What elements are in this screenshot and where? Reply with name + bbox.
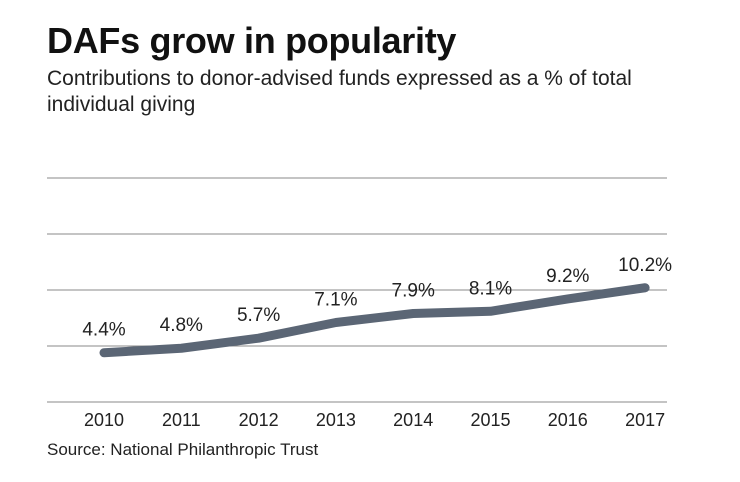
data-label: 10.2% <box>618 255 672 276</box>
line-chart: 4.4% 4.8% 5.7%7.1% 7.9% 8.1%9.2%10.2% 2010 20… <box>47 177 672 430</box>
x-tick-label: 2016 <box>548 410 588 430</box>
gridlines <box>47 177 667 403</box>
x-tick-label: 2010 <box>84 410 124 430</box>
x-tick-label: 2015 <box>470 410 510 430</box>
data-labels: 4.4% 4.8% 5.7% 7.1% 7.9% 8.1% 9.2% 10.2% <box>82 255 672 341</box>
x-tick-label: 2013 <box>316 410 356 430</box>
data-label: 9.2% <box>546 266 589 287</box>
source-note: Source: National Philanthropic Trust <box>47 440 319 459</box>
data-label: 4.4% <box>82 320 125 341</box>
x-tick-label: 2011 <box>162 410 201 430</box>
series-line <box>99 283 650 358</box>
chart-subtitle: Contributions to donor-advised funds exp… <box>47 67 632 116</box>
x-tick-label: 2014 <box>393 410 433 430</box>
data-label: 5.7% <box>237 305 280 326</box>
data-label: 7.1% <box>314 289 357 310</box>
x-tick-label: 2012 <box>239 410 279 430</box>
x-axis-ticks: 2010 2011 2012 2013 2014 2015 2016 2017 <box>84 410 665 430</box>
data-label: 4.8% <box>160 315 203 336</box>
data-label: 8.1% <box>469 278 512 299</box>
x-tick-label: 2017 <box>625 410 665 430</box>
series-line-group <box>99 283 650 358</box>
data-label: 7.9% <box>392 281 435 302</box>
chart-title: DAFs grow in popularity <box>47 20 457 61</box>
